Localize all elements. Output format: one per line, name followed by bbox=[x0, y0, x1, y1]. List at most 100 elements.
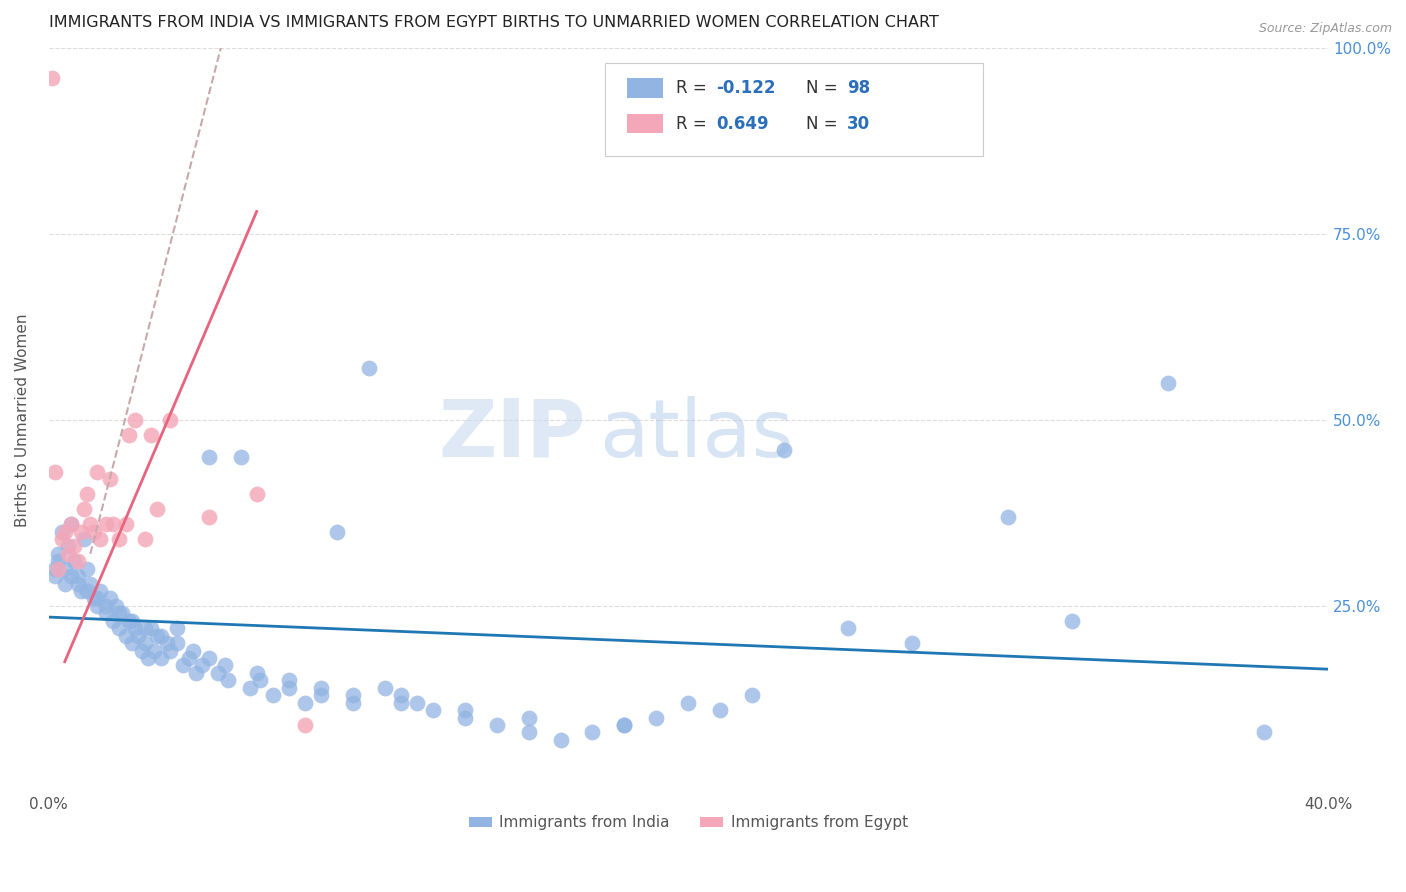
Point bbox=[741, 688, 763, 702]
Point bbox=[79, 576, 101, 591]
Point bbox=[309, 681, 332, 695]
Point bbox=[98, 591, 121, 606]
Point bbox=[131, 643, 153, 657]
Point bbox=[139, 427, 162, 442]
Point bbox=[46, 547, 69, 561]
Point bbox=[143, 643, 166, 657]
Text: N =: N = bbox=[806, 79, 844, 97]
Text: IMMIGRANTS FROM INDIA VS IMMIGRANTS FROM EGYPT BIRTHS TO UNMARRIED WOMEN CORRELA: IMMIGRANTS FROM INDIA VS IMMIGRANTS FROM… bbox=[49, 15, 939, 30]
Point bbox=[127, 629, 149, 643]
Point bbox=[550, 732, 572, 747]
Point bbox=[217, 673, 239, 688]
Point bbox=[357, 360, 380, 375]
Point bbox=[997, 509, 1019, 524]
Point bbox=[901, 636, 924, 650]
Point bbox=[773, 442, 796, 457]
Point bbox=[613, 718, 636, 732]
Point bbox=[96, 599, 118, 613]
Point bbox=[69, 524, 91, 539]
Point bbox=[146, 629, 169, 643]
Point bbox=[66, 554, 89, 568]
Point bbox=[118, 427, 141, 442]
Point bbox=[118, 614, 141, 628]
Point bbox=[645, 710, 668, 724]
Text: N =: N = bbox=[806, 115, 844, 133]
Point bbox=[121, 636, 143, 650]
Point bbox=[197, 450, 219, 464]
Point bbox=[277, 681, 299, 695]
Point bbox=[60, 517, 83, 532]
Point bbox=[44, 562, 66, 576]
Point bbox=[66, 569, 89, 583]
Point bbox=[83, 591, 105, 606]
Point bbox=[214, 658, 236, 673]
Point bbox=[69, 584, 91, 599]
Point bbox=[1253, 725, 1275, 739]
Point bbox=[139, 621, 162, 635]
Y-axis label: Births to Unmarried Women: Births to Unmarried Women bbox=[15, 313, 30, 526]
FancyBboxPatch shape bbox=[606, 62, 983, 156]
Point bbox=[111, 607, 134, 621]
Point bbox=[1062, 614, 1084, 628]
Point bbox=[246, 665, 269, 680]
Point bbox=[678, 696, 700, 710]
Point bbox=[277, 673, 299, 688]
Point bbox=[197, 509, 219, 524]
Point bbox=[104, 599, 127, 613]
Text: 30: 30 bbox=[846, 115, 870, 133]
Point bbox=[389, 696, 412, 710]
Point bbox=[114, 517, 136, 532]
Point bbox=[63, 540, 86, 554]
Point bbox=[89, 532, 111, 546]
Text: 0.649: 0.649 bbox=[717, 115, 769, 133]
Point bbox=[83, 524, 105, 539]
Point bbox=[172, 658, 194, 673]
Point bbox=[101, 517, 124, 532]
Point bbox=[342, 696, 364, 710]
Point bbox=[41, 70, 63, 85]
Point bbox=[149, 651, 172, 665]
Point bbox=[66, 576, 89, 591]
Point bbox=[159, 643, 181, 657]
Point bbox=[294, 696, 316, 710]
Point bbox=[294, 718, 316, 732]
Text: ZIP: ZIP bbox=[439, 396, 586, 474]
Point bbox=[191, 658, 214, 673]
Point bbox=[166, 636, 188, 650]
Point bbox=[517, 710, 540, 724]
Point bbox=[389, 688, 412, 702]
Point bbox=[207, 665, 229, 680]
Point bbox=[124, 413, 146, 427]
Point bbox=[53, 562, 76, 576]
Point bbox=[405, 696, 427, 710]
Point bbox=[76, 487, 98, 501]
Point bbox=[136, 651, 159, 665]
Text: atlas: atlas bbox=[599, 396, 793, 474]
Point bbox=[249, 673, 271, 688]
Point bbox=[159, 413, 181, 427]
Point bbox=[709, 703, 731, 717]
Point bbox=[146, 502, 169, 516]
Point bbox=[51, 524, 73, 539]
Point bbox=[134, 636, 156, 650]
Point bbox=[184, 665, 207, 680]
Point bbox=[239, 681, 262, 695]
Point bbox=[581, 725, 603, 739]
Text: Source: ZipAtlas.com: Source: ZipAtlas.com bbox=[1258, 22, 1392, 36]
Point bbox=[76, 562, 98, 576]
Point bbox=[60, 517, 83, 532]
Bar bbox=[627, 78, 662, 98]
Point bbox=[1157, 376, 1180, 390]
Text: 98: 98 bbox=[846, 79, 870, 97]
Point bbox=[342, 688, 364, 702]
Point bbox=[453, 710, 475, 724]
Point bbox=[197, 651, 219, 665]
Point bbox=[44, 465, 66, 479]
Bar bbox=[627, 114, 662, 134]
Point bbox=[96, 607, 118, 621]
Point bbox=[101, 614, 124, 628]
Point bbox=[86, 465, 108, 479]
Point bbox=[76, 584, 98, 599]
Point bbox=[86, 591, 108, 606]
Point bbox=[374, 681, 396, 695]
